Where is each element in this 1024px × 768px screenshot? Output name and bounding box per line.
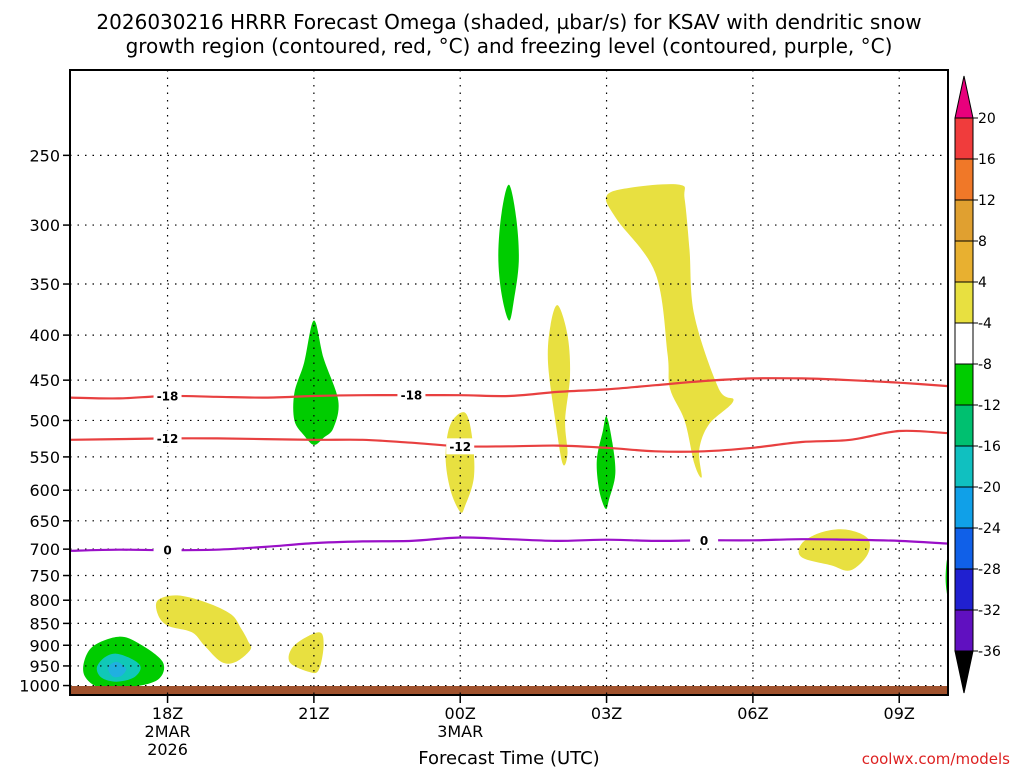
region-yellow-cell-02z [547, 305, 571, 466]
y-tick-label-850: 850 [29, 614, 60, 633]
x-tick-label-06Z: 06Z [737, 704, 768, 723]
colorbar-label--16: -16 [978, 439, 1001, 455]
colorbar-label--20: -20 [978, 480, 1001, 496]
y-tick-label-900: 900 [29, 636, 60, 655]
y-tick-label-700: 700 [29, 540, 60, 559]
colorbar-label--12: -12 [978, 398, 1001, 414]
x-tick-label-03Z: 03Z [591, 704, 622, 723]
contour-line--18 [69, 377, 949, 400]
plot-frame [69, 69, 949, 696]
contour-label-0: 0 [700, 534, 708, 548]
x-axis-label: Forecast Time (UTC) [418, 748, 599, 768]
temperature-contours: -18 -18 -12 -12 0 0 [69, 377, 949, 559]
colorbar-segment-8 [954, 240, 974, 283]
region-green-cell-03z [596, 416, 616, 510]
pressure-axis: 250 300 350 400 450 500 550 600 650 700 750 800 850 9… [19, 146, 70, 696]
colorbar-top-arrow [954, 75, 974, 119]
shaded-omega-regions [83, 184, 949, 689]
chart-title-line1: 2026030216 HRRR Forecast Omega (shaded, … [96, 10, 921, 34]
x-tick-label-18Z: 18Z [152, 704, 183, 723]
region-yellow-cell-21z [288, 632, 324, 674]
colorbar-label--8: -8 [978, 357, 992, 373]
colorbar-segment--12 [954, 404, 974, 447]
region-yellow-cell-06z [798, 529, 870, 571]
colorbar-label-20: 20 [978, 111, 996, 127]
region-green-cell-21z [293, 320, 339, 445]
contour-label--12: -12 [449, 440, 471, 454]
contour-label-bg--12 [446, 438, 475, 455]
y-tick-label-650: 650 [29, 512, 60, 531]
contour-label-bg-0 [153, 542, 182, 559]
surface-terrain-strip [70, 686, 948, 695]
contour-line--12 [69, 429, 949, 453]
colorbar-segment--24 [954, 527, 974, 570]
y-tick-label-250: 250 [29, 146, 60, 165]
contour-label--18: -18 [401, 389, 423, 403]
x-tick-date-18Z: 2MAR [145, 722, 191, 741]
contour-label-bg--18 [397, 387, 426, 404]
y-tick-label-300: 300 [29, 216, 60, 235]
contour-label--12: -12 [157, 432, 179, 446]
colorbar-label--24: -24 [978, 521, 1001, 537]
region-green-cell-01z [498, 184, 519, 321]
y-tick-label-1000: 1000 [19, 677, 60, 696]
colorbar-segment-4 [954, 281, 974, 324]
contour-label--18: -18 [157, 389, 179, 403]
colorbar: 20 16 12 8 4 -4 -8 -12 -16 -20 -24 -28 -32 -36 [954, 75, 1001, 694]
x-tick-date-00Z: 3MAR [437, 722, 483, 741]
region-yellow-cell-00z [445, 412, 475, 513]
chart-title-line2: growth region (contoured, red, °C) and f… [126, 34, 893, 58]
region-cyan-core-17z [108, 661, 127, 678]
colorbar-segment-20 [954, 117, 974, 160]
colorbar-segment-16 [954, 158, 974, 201]
colorbar-bottom-arrow [954, 650, 974, 694]
colorbar-segment--20 [954, 486, 974, 529]
colorbar-label--28: -28 [978, 562, 1001, 578]
colorbar-label--36: -36 [978, 644, 1001, 660]
x-tick-label-09Z: 09Z [884, 704, 915, 723]
colorbar-label-12: 12 [978, 193, 996, 209]
contour-label-bg-0 [690, 532, 719, 549]
colorbar-segment--4 [954, 322, 974, 365]
y-tick-label-550: 550 [29, 448, 60, 467]
terrain-strip [70, 686, 948, 695]
y-tick-label-450: 450 [29, 371, 60, 390]
contour-label-0: 0 [163, 544, 171, 558]
colorbar-label-8: 8 [978, 234, 987, 250]
colorbar-label--4: -4 [978, 316, 992, 332]
colorbar-segment--8 [954, 363, 974, 406]
y-tick-label-400: 400 [29, 326, 60, 345]
x-tick-label-21Z: 21Z [298, 704, 329, 723]
y-tick-label-950: 950 [29, 657, 60, 676]
y-tick-label-350: 350 [29, 275, 60, 294]
y-tick-label-750: 750 [29, 567, 60, 586]
x-tick-year-18Z: 2026 [147, 740, 188, 759]
colorbar-segment-12 [954, 199, 974, 242]
colorbar-segment--16 [954, 445, 974, 488]
y-tick-label-800: 800 [29, 591, 60, 610]
region-yellow-cell-19z [155, 595, 252, 664]
y-tick-label-500: 500 [29, 411, 60, 430]
y-tick-label-600: 600 [29, 481, 60, 500]
colorbar-label-4: 4 [978, 275, 987, 291]
credit-text: coolwx.com/models [862, 750, 1010, 768]
contour-label-bg--18 [153, 387, 182, 404]
region-yellow-cell-04z [605, 184, 734, 478]
colorbar-segment--28 [954, 568, 974, 611]
colorbar-label--32: -32 [978, 603, 1001, 619]
contour-line-0 [69, 536, 949, 552]
contour-label-bg--12 [153, 430, 182, 447]
x-tick-label-00Z: 00Z [445, 704, 476, 723]
colorbar-label-16: 16 [978, 152, 996, 168]
colorbar-segment--32 [954, 609, 974, 652]
